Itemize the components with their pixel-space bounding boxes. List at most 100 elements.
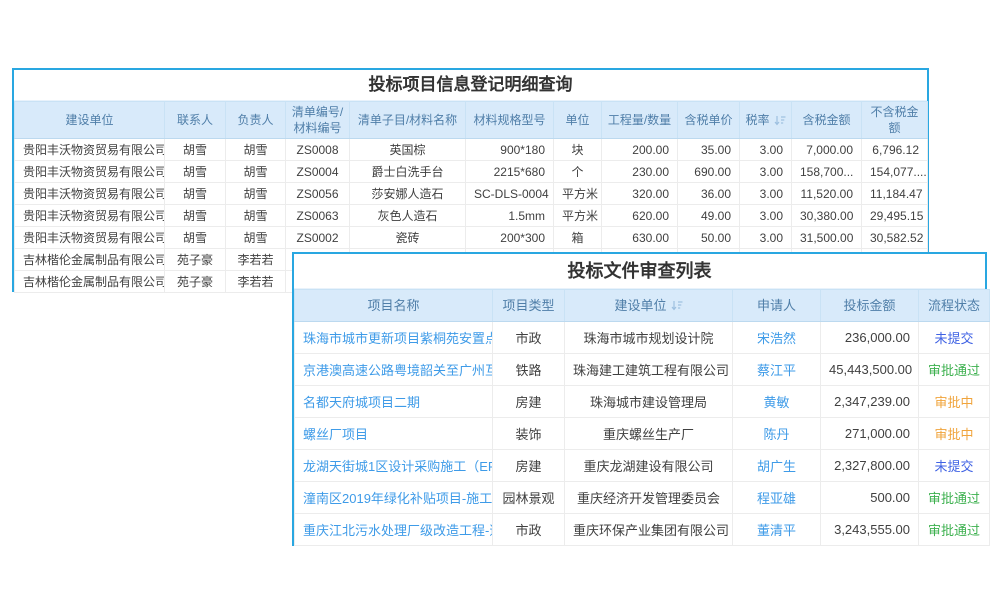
cell: 螺丝厂项目 xyxy=(294,417,493,450)
cell: 李若若 xyxy=(225,270,286,294)
cell: 2,327,800.00 xyxy=(820,449,919,482)
column-header-front-4: 投标金额 xyxy=(820,289,919,322)
cell: 36.00 xyxy=(677,182,740,206)
cell: 45,443,500.00 xyxy=(820,353,919,386)
cell: 贵阳丰沃物资贸易有限公司 xyxy=(14,182,165,206)
cell: 500.00 xyxy=(820,481,919,514)
project-name-link[interactable]: 重庆江北污水处理厂级改造工程-道路... xyxy=(303,523,492,538)
cell: 271,000.00 xyxy=(820,417,919,450)
cell: 爵士白洗手台 xyxy=(349,160,466,184)
bid-review-table: 项目名称 项目类型 建设单位 申请人 投标金额 流程状态珠海市城市更新项目紫桐苑安置点设计… xyxy=(294,289,990,546)
cell: 49.00 xyxy=(677,204,740,228)
applicant-link[interactable]: 蔡江平 xyxy=(756,363,796,378)
sort-icon xyxy=(774,115,785,126)
cell: 吉林楷伦金属制品有限公司 xyxy=(14,270,165,294)
applicant-link[interactable]: 程亚雄 xyxy=(756,491,796,506)
column-label: 负责人 xyxy=(237,113,274,128)
cell: 胡雪 xyxy=(164,138,226,162)
cell: 630.00 xyxy=(601,226,678,250)
cell: 平方米 xyxy=(553,182,602,206)
cell: ZS0063 xyxy=(285,204,350,228)
column-header-back-1: 联系人 xyxy=(164,100,226,140)
bid-review-card: 投标文件审查列表 项目名称 项目类型 建设单位 申请人 投标金额 流程状态 珠海市城市更新项… xyxy=(292,252,990,546)
cell: ZS0056 xyxy=(285,182,350,206)
column-label: 工程量/数量 xyxy=(607,113,672,128)
applicant-link[interactable]: 胡广生 xyxy=(756,459,796,474)
cell: 园林景观 xyxy=(492,481,565,514)
cell: 董清平 xyxy=(732,513,821,546)
applicant-link[interactable]: 黄敏 xyxy=(763,395,790,410)
column-label: 税率 xyxy=(745,113,770,128)
cell: SC-DLS-0004 xyxy=(465,182,554,206)
cell: 个 xyxy=(553,160,602,184)
cell: 珠海市城市更新项目紫桐苑安置点设计... xyxy=(294,321,493,354)
cell: 3,243,555.00 xyxy=(820,513,919,546)
cell: 贵阳丰沃物资贸易有限公司 xyxy=(14,138,165,162)
column-label: 清单编号/材料编号 xyxy=(291,105,344,136)
cell: 平方米 xyxy=(553,204,602,228)
column-header-back-3: 清单编号/材料编号 xyxy=(285,100,350,140)
project-name-link[interactable]: 京港澳高速公路粤境韶关至广州互通路... xyxy=(303,363,493,378)
project-name-link[interactable]: 名都天府城项目二期 xyxy=(303,395,421,410)
cell: 李若若 xyxy=(225,248,286,272)
status-badge: 未提交 xyxy=(934,331,974,346)
cell: 铁路 xyxy=(492,353,565,386)
cell: 胡雪 xyxy=(225,160,286,184)
project-name-link[interactable]: 珠海市城市更新项目紫桐苑安置点设计... xyxy=(303,331,493,346)
cell: 块 xyxy=(553,138,602,162)
cell: 英国棕 xyxy=(349,138,466,162)
project-name-link[interactable]: 龙湖天街城1区设计采购施工（EPC）... xyxy=(303,459,492,474)
column-label: 项目名称 xyxy=(367,297,420,313)
cell: 胡雪 xyxy=(225,138,286,162)
cell: 重庆螺丝生产厂 xyxy=(564,417,733,450)
column-label: 建设单位 xyxy=(614,297,667,313)
cell: 620.00 xyxy=(601,204,678,228)
cell: 29,495.15 xyxy=(861,204,928,228)
cell: 3.00 xyxy=(739,226,792,250)
cell: 房建 xyxy=(492,449,565,482)
applicant-link[interactable]: 宋浩然 xyxy=(756,331,796,346)
status-badge: 审批通过 xyxy=(927,363,980,378)
cell: 莎安娜人造石 xyxy=(349,182,466,206)
table-row: 贵阳丰沃物资贸易有限公司 胡雪 胡雪 ZS0063 灰色人造石 1.5mm 平方米 620.0… xyxy=(14,204,928,228)
column-label: 材料规格型号 xyxy=(473,113,546,128)
project-name-link[interactable]: 潼南区2019年绿化补贴项目-施工2标段 xyxy=(303,491,493,506)
cell: 蔡江平 xyxy=(732,353,821,386)
column-label: 投标金额 xyxy=(843,297,896,313)
table-row: 螺丝厂项目 装饰 重庆螺丝生产厂 陈丹 271,000.00 审批中 xyxy=(294,417,990,450)
project-name-link[interactable]: 螺丝厂项目 xyxy=(303,427,369,442)
column-label: 含税单价 xyxy=(684,113,733,128)
table-row: 潼南区2019年绿化补贴项目-施工2标段园林景观重庆经济开发管理委员会 程亚雄 50… xyxy=(294,481,990,514)
applicant-link[interactable]: 董清平 xyxy=(756,523,796,538)
column-header-front-2[interactable]: 建设单位 xyxy=(564,289,733,322)
cell: 2,347,239.00 xyxy=(820,385,919,418)
applicant-link[interactable]: 陈丹 xyxy=(763,427,790,442)
cell: 市政 xyxy=(492,321,565,354)
table-row: 名都天府城项目二期 房建 珠海城市建设管理局 黄敏 2,347,239.00 审批中 xyxy=(294,385,990,418)
column-header-front-1: 项目类型 xyxy=(492,289,565,322)
column-header-back-8: 含税单价 xyxy=(677,100,740,140)
column-header-back-7: 工程量/数量 xyxy=(601,100,678,140)
cell: 158,700... xyxy=(791,160,862,184)
cell: 236,000.00 xyxy=(820,321,919,354)
cell: 苑子豪 xyxy=(164,248,226,272)
cell: 装饰 xyxy=(492,417,565,450)
cell: 珠海城市建设管理局 xyxy=(564,385,733,418)
column-header-back-10: 含税金额 xyxy=(791,100,862,140)
column-label: 项目类型 xyxy=(502,297,555,313)
cell: 贵阳丰沃物资贸易有限公司 xyxy=(14,160,165,184)
column-header-front-5: 流程状态 xyxy=(918,289,990,322)
column-header-back-6: 单位 xyxy=(553,100,602,140)
cell: 6,796.12 xyxy=(861,138,928,162)
cell: ZS0004 xyxy=(285,160,350,184)
cell: 审批通过 xyxy=(918,353,990,386)
cell: 11,184.47 xyxy=(861,182,928,206)
column-header-back-9[interactable]: 税率 xyxy=(739,100,792,140)
cell: 京港澳高速公路粤境韶关至广州互通路... xyxy=(294,353,493,386)
column-header-back-4: 清单子目/材料名称 xyxy=(349,100,466,140)
column-label: 清单子目/材料名称 xyxy=(357,113,458,128)
cell: 未提交 xyxy=(918,321,990,354)
cell: 11,520.00 xyxy=(791,182,862,206)
table-row: 贵阳丰沃物资贸易有限公司 胡雪 胡雪 ZS0002 瓷砖 200*300 箱 630.00 50… xyxy=(14,226,928,250)
